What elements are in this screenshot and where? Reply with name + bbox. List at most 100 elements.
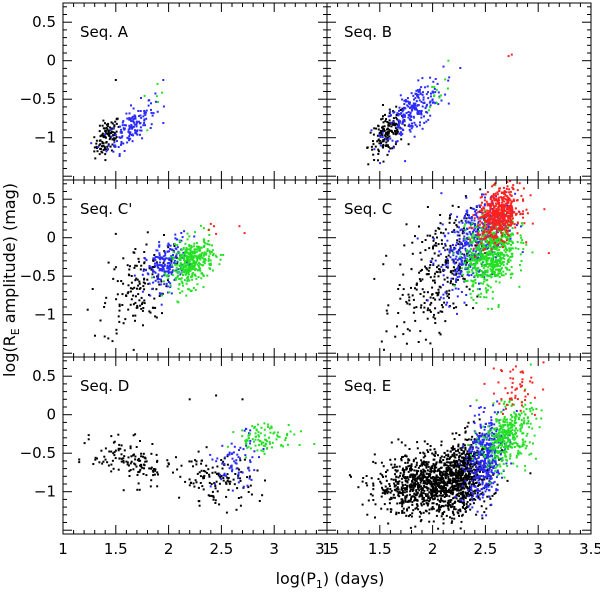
point-black xyxy=(137,482,140,485)
point-black xyxy=(194,479,197,482)
point-blue xyxy=(239,446,242,449)
point-blue xyxy=(416,94,418,97)
point-black xyxy=(405,342,408,345)
point-black xyxy=(415,288,418,291)
point-blue xyxy=(137,120,140,123)
point-blue xyxy=(193,235,196,238)
point-blue xyxy=(450,277,453,280)
point-red xyxy=(486,215,489,218)
point-blue xyxy=(432,91,435,94)
point-black xyxy=(398,284,401,286)
point-green xyxy=(519,234,522,237)
point-green xyxy=(174,263,177,266)
point-black xyxy=(453,452,456,455)
point-green xyxy=(496,251,499,254)
point-blue xyxy=(413,106,416,109)
point-black xyxy=(434,470,436,472)
point-blue xyxy=(475,205,478,208)
point-black xyxy=(142,455,144,458)
point-green xyxy=(525,243,528,246)
point-black xyxy=(218,475,221,478)
point-blue xyxy=(474,230,477,233)
point-black xyxy=(401,469,404,472)
point-blue xyxy=(440,266,443,268)
point-black xyxy=(217,474,220,477)
point-black xyxy=(422,295,425,298)
point-red xyxy=(497,209,500,212)
point-blue xyxy=(136,129,139,132)
point-green xyxy=(181,290,184,293)
point-black xyxy=(420,480,423,482)
point-blue xyxy=(138,115,140,118)
point-black xyxy=(146,231,149,234)
point-red xyxy=(493,225,495,228)
point-green xyxy=(439,94,442,97)
point-blue xyxy=(137,110,140,112)
point-black xyxy=(158,295,161,297)
point-black xyxy=(126,264,129,267)
point-blue xyxy=(434,102,437,105)
point-black xyxy=(200,459,203,462)
point-black xyxy=(135,446,138,448)
point-black xyxy=(432,245,435,248)
point-blue xyxy=(406,104,409,107)
point-red xyxy=(491,236,494,239)
point-black xyxy=(416,477,419,480)
point-blue xyxy=(401,121,404,124)
point-black xyxy=(134,279,137,282)
point-black xyxy=(434,298,437,301)
point-green xyxy=(477,273,480,276)
point-blue xyxy=(432,80,435,83)
point-green xyxy=(499,241,502,244)
point-black xyxy=(447,467,450,470)
points-5 xyxy=(78,394,316,514)
point-black xyxy=(145,460,148,463)
point-black xyxy=(434,229,437,232)
point-black xyxy=(404,444,407,447)
point-black xyxy=(455,306,458,309)
point-red xyxy=(487,223,489,226)
point-black xyxy=(106,128,109,131)
point-black xyxy=(447,503,450,506)
point-green xyxy=(500,272,503,275)
point-red xyxy=(516,189,519,192)
point-red xyxy=(490,226,493,229)
point-blue xyxy=(514,192,517,195)
point-green xyxy=(171,274,174,277)
point-green xyxy=(486,246,489,248)
point-green xyxy=(494,268,497,271)
point-blue xyxy=(244,454,247,457)
point-green xyxy=(214,254,217,257)
point-black xyxy=(138,299,141,302)
point-black xyxy=(401,509,404,512)
point-green xyxy=(199,253,202,256)
point-blue xyxy=(402,119,405,122)
point-black xyxy=(129,469,132,471)
point-red xyxy=(500,232,503,234)
point-green xyxy=(501,274,503,277)
point-black xyxy=(432,279,434,282)
point-green xyxy=(189,252,192,255)
point-green xyxy=(260,449,263,452)
point-black xyxy=(113,268,116,271)
point-green xyxy=(197,254,200,257)
point-green xyxy=(470,248,472,250)
point-red xyxy=(495,229,498,232)
point-black xyxy=(137,257,140,260)
point-blue xyxy=(410,127,413,130)
point-blue xyxy=(416,237,419,240)
point-black xyxy=(441,306,444,309)
point-red xyxy=(522,216,524,219)
point-black xyxy=(440,487,443,490)
point-blue xyxy=(139,110,142,112)
point-green xyxy=(184,249,187,252)
point-black xyxy=(98,130,101,133)
point-blue xyxy=(457,272,460,275)
point-red xyxy=(510,194,513,197)
point-green xyxy=(464,280,467,282)
point-green xyxy=(491,290,494,293)
point-blue xyxy=(458,237,461,240)
point-black xyxy=(431,506,434,508)
point-black xyxy=(462,490,465,493)
point-blue xyxy=(485,244,488,247)
